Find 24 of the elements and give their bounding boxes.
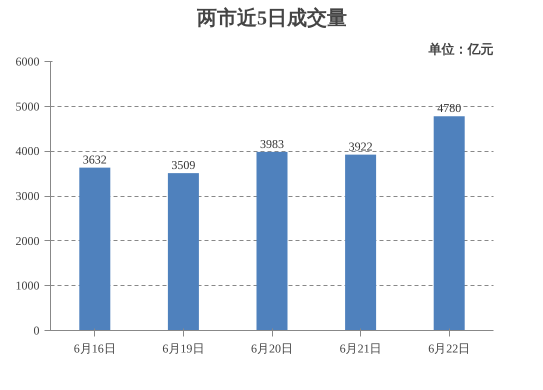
text: 单位：亿元 (428, 42, 494, 56)
bar (434, 116, 465, 330)
x-tick-label: 6月21日 (340, 342, 382, 356)
data-label: 4780 (437, 101, 462, 116)
data-label: 3632 (82, 152, 107, 167)
y-tick-label: 2000 (16, 234, 40, 248)
x-tick-label: 6月19日 (162, 342, 204, 356)
data-label: 3922 (348, 140, 373, 154)
bar (79, 168, 110, 330)
x-tick-label: 6月16日 (74, 342, 116, 356)
bar (256, 152, 288, 330)
data-label: 3983 (260, 136, 284, 151)
bar (345, 154, 376, 330)
y-tick-label: 6000 (16, 54, 40, 68)
chart-title: 两市近5日成交量 (196, 6, 347, 30)
x-tick-label: 6月22日 (428, 342, 470, 356)
bar (168, 173, 199, 330)
y-tick-label: 5000 (16, 99, 40, 114)
y-tick-label: 3000 (16, 189, 40, 203)
data-label: 3509 (171, 158, 196, 172)
y-tick-label: 1000 (16, 278, 40, 293)
y-tick-label: 4000 (16, 144, 40, 158)
x-tick-label: 6月20日 (251, 342, 293, 356)
y-tick-label: 0 (34, 324, 40, 338)
